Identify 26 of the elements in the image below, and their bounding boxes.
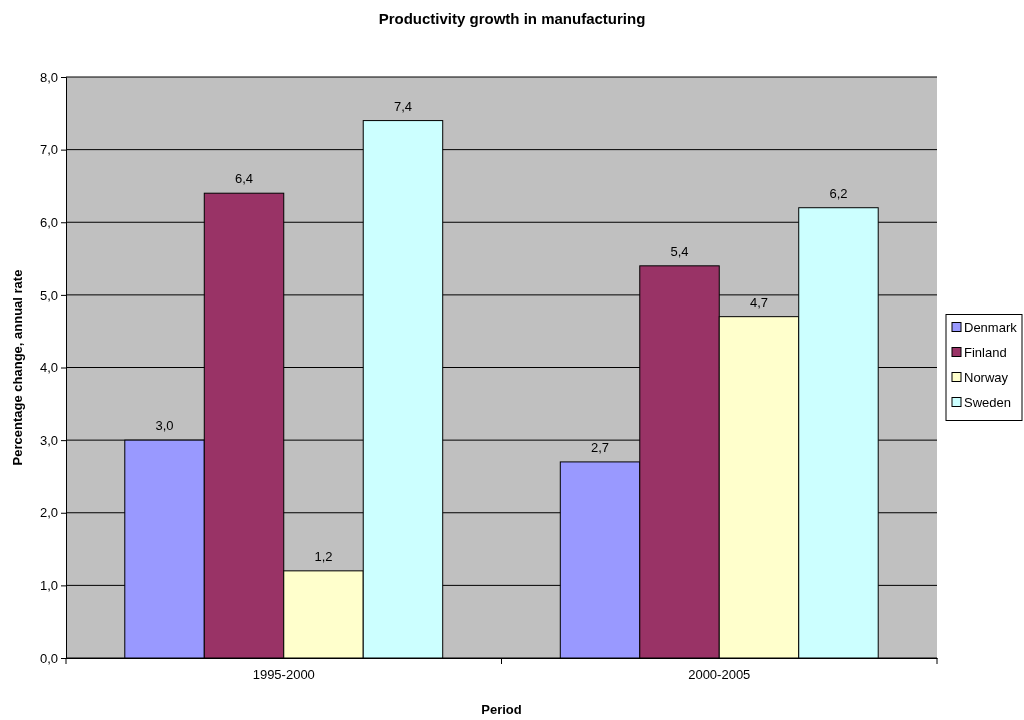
y-tick-label: 0,0 xyxy=(39,650,58,666)
chart-title: Productivity growth in manufacturing xyxy=(378,10,646,27)
data-label: 6,4 xyxy=(234,171,254,187)
legend-label: Sweden xyxy=(964,394,1011,410)
y-tick-label: 4,0 xyxy=(39,360,58,376)
x-axis-title: Period xyxy=(481,702,522,717)
legend-label: Norway xyxy=(964,369,1009,385)
y-tick-label: 5,0 xyxy=(39,287,58,303)
data-label: 3,0 xyxy=(155,418,174,434)
data-label: 7,4 xyxy=(393,98,413,114)
y-tick-label: 3,0 xyxy=(39,432,58,448)
data-label: 1,2 xyxy=(314,548,333,564)
y-tick-label: 8,0 xyxy=(39,69,58,85)
x-tick-label: 2000-2005 xyxy=(688,667,751,683)
legend-label: Denmark xyxy=(964,319,1018,335)
y-tick-label: 1,0 xyxy=(39,578,58,594)
legend-label: Finland xyxy=(964,344,1007,360)
y-tick-label: 2,0 xyxy=(39,505,58,521)
y-axis-title: Percentage change, annual rate xyxy=(10,269,25,466)
data-label: 2,7 xyxy=(590,439,610,455)
data-label: 5,4 xyxy=(670,243,689,259)
x-tick-label: 1995-2000 xyxy=(252,667,315,683)
y-tick-label: 6,0 xyxy=(39,214,58,230)
data-label: 4,7 xyxy=(749,294,769,310)
y-tick-label: 7,0 xyxy=(39,142,58,158)
data-label: 6,2 xyxy=(829,185,848,201)
